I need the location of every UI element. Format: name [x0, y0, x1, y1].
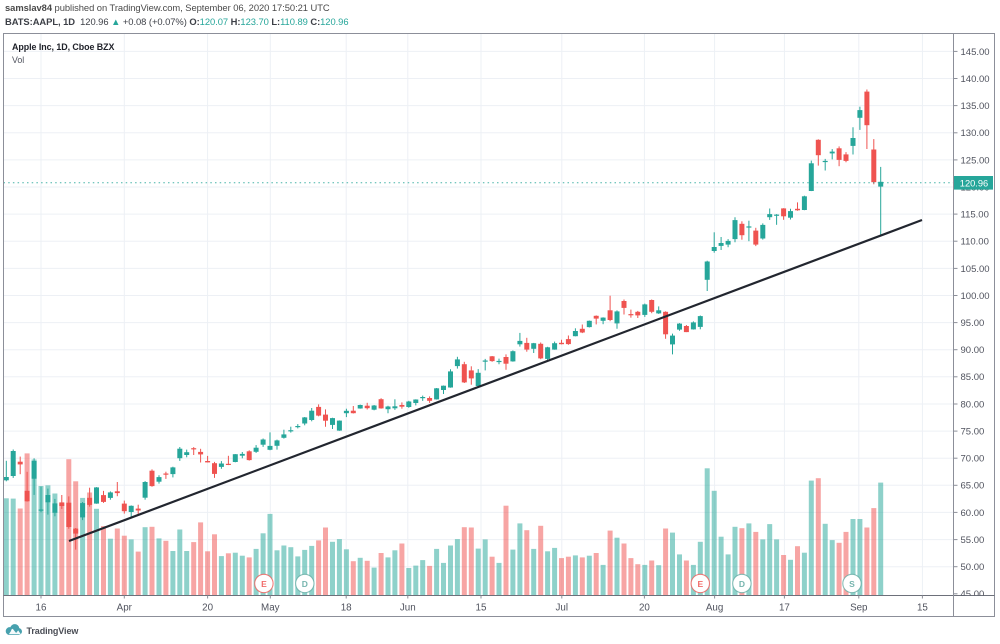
svg-text:50.00: 50.00 — [961, 562, 985, 573]
svg-text:85.00: 85.00 — [961, 372, 985, 383]
svg-text:S: S — [849, 579, 855, 589]
svg-text:115.00: 115.00 — [961, 210, 989, 221]
svg-text:120.96: 120.96 — [960, 178, 988, 188]
svg-text:55.00: 55.00 — [961, 535, 985, 546]
svg-text:May: May — [261, 603, 280, 614]
svg-text:Jul: Jul — [556, 603, 569, 614]
svg-text:60.00: 60.00 — [961, 508, 985, 519]
svg-text:Apr: Apr — [117, 603, 133, 614]
svg-text:65.00: 65.00 — [961, 481, 985, 492]
svg-text:D: D — [739, 579, 745, 589]
svg-text:20: 20 — [202, 603, 213, 614]
svg-text:15: 15 — [476, 603, 487, 614]
svg-text:E: E — [261, 579, 267, 589]
svg-text:95.00: 95.00 — [961, 318, 985, 329]
svg-text:20: 20 — [639, 603, 650, 614]
svg-text:70.00: 70.00 — [961, 454, 985, 465]
svg-text:135.00: 135.00 — [961, 101, 990, 112]
svg-text:Sep: Sep — [850, 603, 868, 614]
svg-text:110.00: 110.00 — [961, 237, 989, 248]
svg-text:45.00: 45.00 — [961, 589, 985, 600]
svg-text:145.00: 145.00 — [961, 47, 990, 58]
svg-text:18: 18 — [341, 603, 352, 614]
svg-text:80.00: 80.00 — [961, 399, 985, 410]
svg-text:D: D — [302, 579, 308, 589]
svg-text:17: 17 — [779, 603, 790, 614]
svg-text:130.00: 130.00 — [961, 128, 990, 139]
svg-text:105.00: 105.00 — [961, 264, 990, 275]
svg-text:75.00: 75.00 — [961, 427, 985, 438]
svg-text:15: 15 — [917, 603, 928, 614]
svg-text:Aug: Aug — [706, 603, 723, 614]
svg-text:E: E — [697, 579, 703, 589]
svg-text:Jun: Jun — [400, 603, 416, 614]
svg-text:100.00: 100.00 — [961, 291, 990, 302]
svg-text:90.00: 90.00 — [961, 345, 985, 356]
svg-text:125.00: 125.00 — [961, 155, 990, 166]
svg-text:140.00: 140.00 — [961, 74, 990, 85]
svg-text:16: 16 — [36, 603, 47, 614]
